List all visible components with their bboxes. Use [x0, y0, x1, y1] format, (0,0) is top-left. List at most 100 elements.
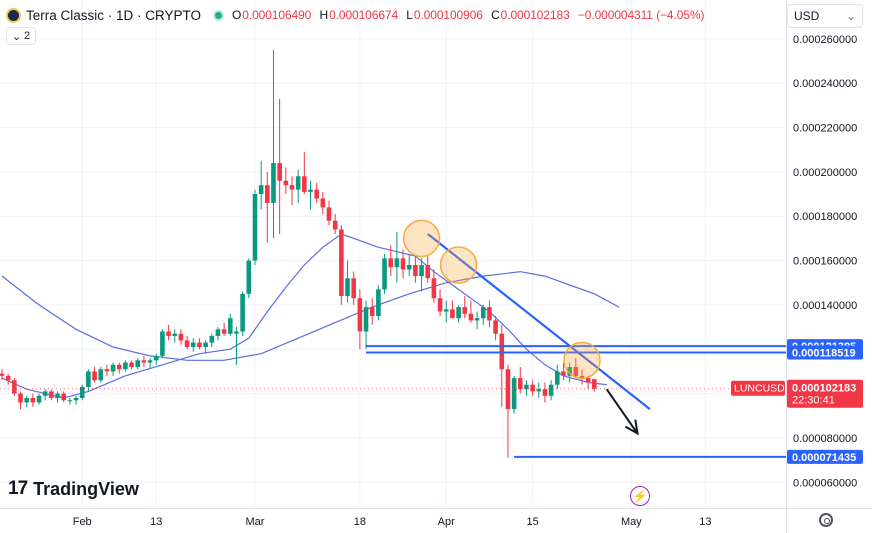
candle[interactable]: [314, 189, 319, 199]
candle[interactable]: [573, 366, 579, 376]
candle[interactable]: [110, 364, 116, 372]
candle[interactable]: [209, 335, 215, 343]
candle[interactable]: [419, 265, 424, 277]
candle[interactable]: [79, 386, 85, 399]
candle[interactable]: [24, 398, 29, 403]
candle[interactable]: [394, 258, 400, 268]
candle[interactable]: [357, 298, 363, 332]
candle[interactable]: [493, 320, 498, 334]
candle[interactable]: [227, 318, 233, 334]
highlight-circle[interactable]: [402, 219, 441, 258]
candle[interactable]: [487, 307, 492, 321]
candle[interactable]: [18, 393, 23, 403]
candle[interactable]: [567, 366, 572, 376]
candle[interactable]: [258, 185, 264, 195]
candle[interactable]: [98, 369, 104, 381]
candle[interactable]: [456, 307, 461, 319]
candle[interactable]: [524, 384, 529, 390]
candle[interactable]: [289, 185, 295, 190]
candle[interactable]: [147, 360, 153, 363]
trendline[interactable]: [427, 233, 651, 410]
candle[interactable]: [283, 180, 289, 186]
candle[interactable]: [295, 176, 301, 190]
candle[interactable]: [437, 298, 443, 312]
candle[interactable]: [511, 378, 517, 410]
candle[interactable]: [5, 375, 11, 381]
indicators-toggle-button[interactable]: ⌄ 2: [6, 27, 36, 45]
candle[interactable]: [123, 362, 128, 370]
candle[interactable]: [86, 371, 91, 387]
candle[interactable]: [221, 329, 227, 334]
candle[interactable]: [67, 400, 73, 402]
candle[interactable]: [351, 278, 356, 299]
candle[interactable]: [517, 378, 523, 390]
flash-icon[interactable]: ⚡: [630, 486, 650, 506]
candle[interactable]: [499, 333, 505, 370]
candle[interactable]: [431, 278, 437, 299]
candle[interactable]: [203, 342, 208, 348]
candle[interactable]: [382, 258, 387, 290]
tradingview-logo[interactable]: 17 TradingView: [8, 478, 139, 499]
candle[interactable]: [400, 258, 406, 270]
candle[interactable]: [190, 342, 196, 348]
candle[interactable]: [0, 373, 5, 376]
candle[interactable]: [542, 389, 548, 396]
candle[interactable]: [320, 198, 326, 208]
candle[interactable]: [592, 379, 597, 389]
candle[interactable]: [474, 318, 480, 321]
candle[interactable]: [215, 329, 221, 336]
candle[interactable]: [326, 207, 332, 221]
candle[interactable]: [49, 391, 54, 399]
candle[interactable]: [308, 189, 313, 192]
candle[interactable]: [505, 369, 511, 410]
candle[interactable]: [234, 331, 239, 334]
candle[interactable]: [561, 371, 566, 376]
candle[interactable]: [129, 362, 134, 367]
candle[interactable]: [425, 265, 431, 279]
candle[interactable]: [468, 313, 474, 321]
candle[interactable]: [450, 309, 455, 319]
candle[interactable]: [42, 391, 48, 396]
candle[interactable]: [585, 378, 591, 383]
candle[interactable]: [339, 229, 344, 297]
candle[interactable]: [302, 176, 307, 192]
candle[interactable]: [12, 380, 17, 394]
candle[interactable]: [135, 360, 141, 367]
candle[interactable]: [443, 309, 449, 312]
candle[interactable]: [240, 293, 245, 332]
candle[interactable]: [184, 340, 190, 348]
candle[interactable]: [388, 258, 394, 268]
candle[interactable]: [252, 194, 258, 261]
candle[interactable]: [363, 307, 369, 332]
candle[interactable]: [104, 369, 110, 372]
candle[interactable]: [30, 398, 36, 403]
candle[interactable]: [579, 375, 585, 379]
candle[interactable]: [332, 220, 338, 230]
candle[interactable]: [116, 364, 122, 370]
candle[interactable]: [271, 163, 276, 203]
candle[interactable]: [92, 371, 97, 381]
candle[interactable]: [265, 185, 270, 203]
arrow-line[interactable]: [605, 388, 639, 435]
candle[interactable]: [73, 398, 79, 401]
candle[interactable]: [536, 389, 542, 392]
candle[interactable]: [406, 265, 412, 270]
candle[interactable]: [555, 371, 560, 385]
candle[interactable]: [153, 355, 159, 361]
candle[interactable]: [369, 307, 375, 316]
candle[interactable]: [413, 265, 418, 277]
candle[interactable]: [376, 289, 381, 316]
currency-select[interactable]: USD ⌄: [787, 4, 863, 28]
candle[interactable]: [246, 260, 252, 294]
highlight-circle[interactable]: [439, 246, 478, 284]
candle[interactable]: [55, 393, 60, 399]
candle[interactable]: [172, 333, 178, 336]
candle[interactable]: [277, 163, 282, 181]
candle[interactable]: [345, 278, 350, 297]
candle[interactable]: [166, 331, 171, 336]
candle[interactable]: [61, 393, 66, 401]
candle[interactable]: [480, 307, 486, 319]
highlight-circle[interactable]: [563, 341, 601, 380]
candle[interactable]: [141, 360, 147, 363]
